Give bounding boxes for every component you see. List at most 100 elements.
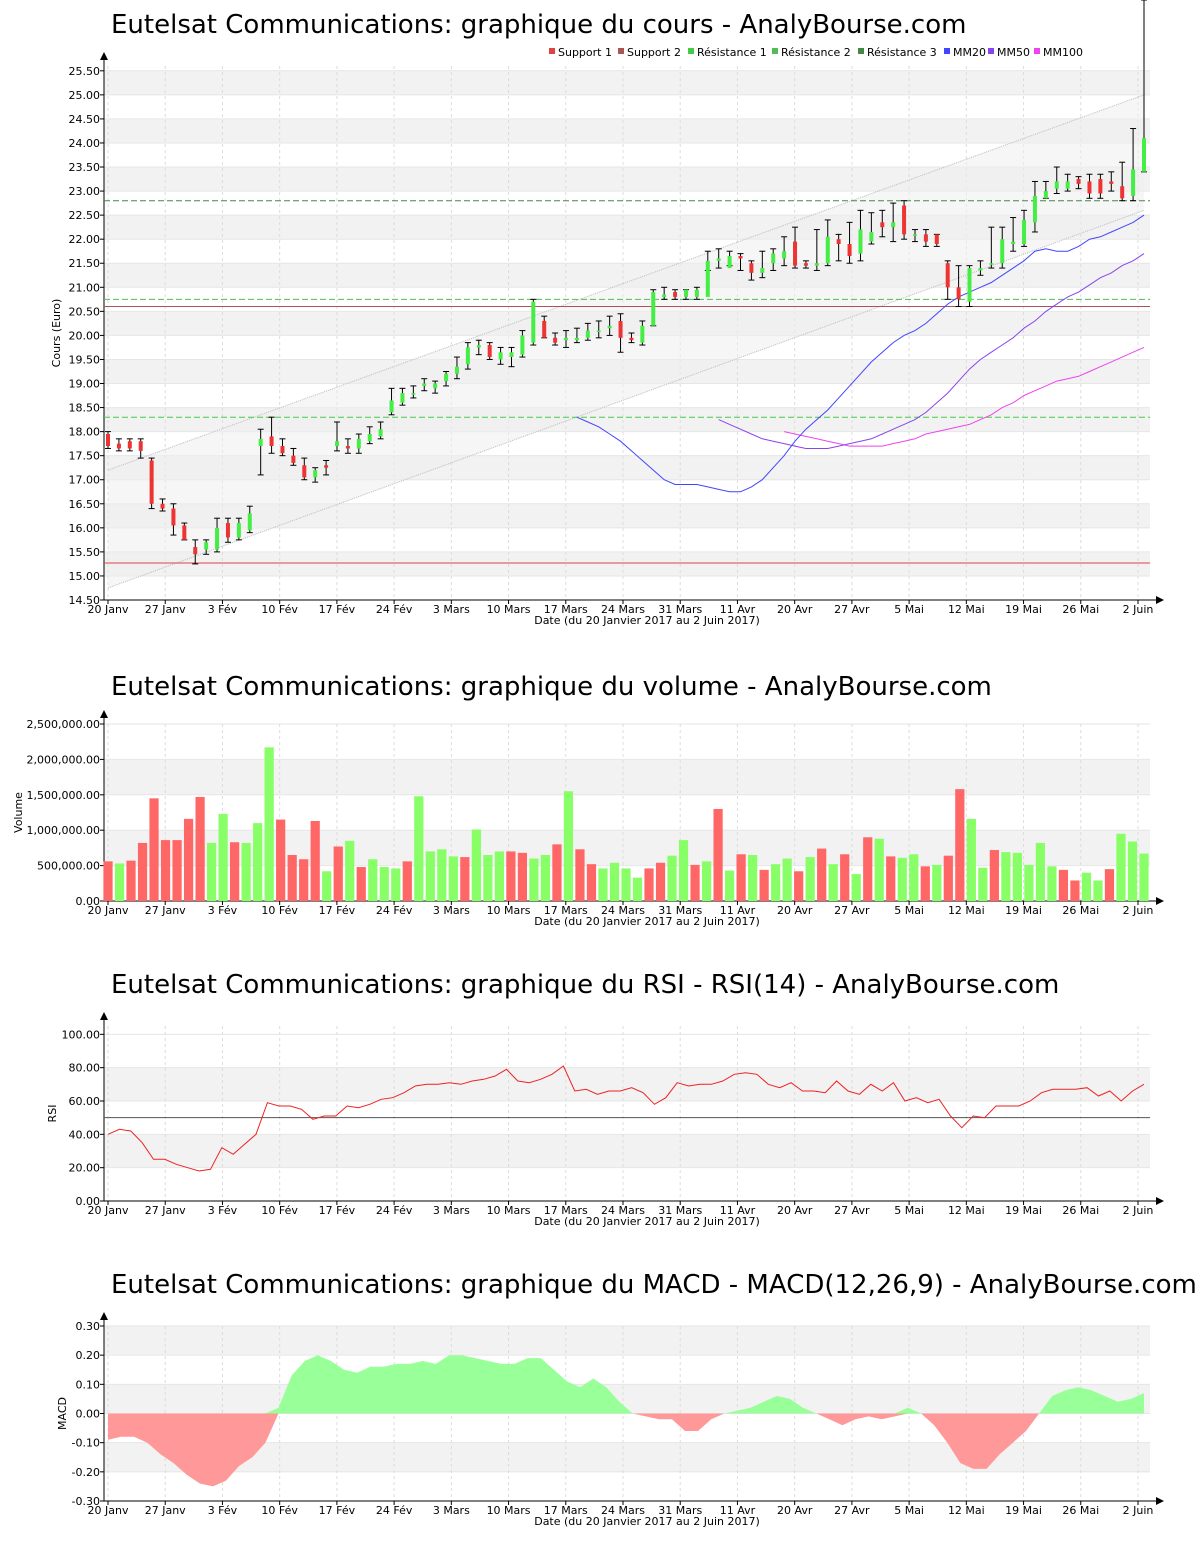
x-tick-label: 10 Mars xyxy=(487,603,531,616)
x-tick-label: 5 Mai xyxy=(894,603,924,616)
x-tick-label: 3 Mars xyxy=(433,904,470,917)
candle-body xyxy=(934,234,939,244)
volume-bar xyxy=(506,851,516,901)
y-axis-title: Volume xyxy=(12,792,25,833)
candle-body xyxy=(335,441,340,447)
x-tick-label: 3 Fév xyxy=(208,1204,238,1217)
x-tick-label: 11 Avr xyxy=(720,904,756,917)
x-tick-label: 10 Mars xyxy=(487,1504,531,1517)
candle-body xyxy=(771,253,776,264)
candle-body xyxy=(662,294,667,297)
candle-body xyxy=(553,337,558,343)
x-tick-label: 24 Fév xyxy=(376,603,413,616)
candle-body xyxy=(422,383,427,386)
x-tick-label: 19 Mai xyxy=(1005,904,1042,917)
x-tick-label: 3 Fév xyxy=(208,904,238,917)
grid-band xyxy=(104,118,1150,143)
candle-body xyxy=(760,268,765,273)
volume-bar xyxy=(276,819,286,901)
y-tick-label: 18.50 xyxy=(69,402,101,415)
y-tick-label: 23.50 xyxy=(69,161,101,174)
candle-body xyxy=(902,205,907,235)
x-tick-label: 17 Fév xyxy=(319,1504,356,1517)
candle-body xyxy=(683,289,688,297)
volume-bar xyxy=(690,864,700,901)
candle-body xyxy=(1011,241,1016,244)
volume-chart: 0.00 500,000.00 1,000,000.00 1,500,000.00 2,… xyxy=(12,710,1164,928)
volume-bar xyxy=(1058,869,1069,901)
legend-label: Résistance 1 xyxy=(697,46,767,59)
y-tick-label: 100.00 xyxy=(62,1028,101,1041)
volume-bar xyxy=(540,854,551,901)
volume-bar xyxy=(794,871,804,901)
volume-bar xyxy=(1104,869,1115,901)
y-tick-label: 25.50 xyxy=(69,65,101,78)
volume-bar xyxy=(310,820,320,901)
x-tick-label: 11 Avr xyxy=(720,1204,756,1217)
candle-body xyxy=(258,438,263,447)
y-tick-label: 40.00 xyxy=(69,1128,101,1141)
x-tick-label: 31 Mars xyxy=(658,904,702,917)
volume-bar xyxy=(989,850,999,901)
x-axis-arrow xyxy=(1156,596,1164,604)
candle-body xyxy=(1054,181,1059,189)
volume-bar xyxy=(874,838,884,901)
x-tick-label: 19 Mai xyxy=(1005,1504,1042,1517)
candle-body xyxy=(138,441,143,451)
volume-bar xyxy=(299,859,309,901)
candle-body xyxy=(280,446,285,454)
volume-bar xyxy=(1035,842,1046,901)
candle-body xyxy=(793,241,798,266)
y-axis-arrow xyxy=(100,52,108,60)
candle-body xyxy=(749,263,754,273)
volume-bar xyxy=(621,868,631,901)
grid-band xyxy=(104,1134,1150,1168)
x-tick-label: 5 Mai xyxy=(894,904,924,917)
volume-bar xyxy=(287,854,297,901)
volume-bar xyxy=(517,852,528,901)
volume-bar xyxy=(1116,833,1126,901)
volume-bar xyxy=(966,818,976,901)
candle-body xyxy=(160,503,165,509)
volume-bar xyxy=(494,851,504,901)
candle-body xyxy=(880,222,885,228)
x-tick-label: 5 Mai xyxy=(894,1204,924,1217)
x-axis-arrow xyxy=(1156,897,1164,905)
candle-body xyxy=(803,263,808,266)
x-tick-label: 24 Mars xyxy=(601,603,645,616)
grid-band xyxy=(104,1067,1150,1101)
macd-chart: -0.30 -0.20 -0.10 0.00 0.10 0.20 0.30 20 Janv 27… xyxy=(56,1312,1164,1528)
x-tick-label: 10 Fév xyxy=(261,1504,298,1517)
price-panel: Eutelsat Communications: graphique du co… xyxy=(0,0,1200,640)
candle-body xyxy=(509,352,514,358)
candle-body xyxy=(127,441,132,449)
y-tick-label: 22.50 xyxy=(69,209,101,222)
candle-body xyxy=(498,352,503,360)
volume-bar xyxy=(805,857,815,901)
y-tick-label: 2,500,000.00 xyxy=(27,718,100,731)
volume-bar xyxy=(563,791,574,901)
y-tick-label: 19.00 xyxy=(69,378,101,391)
legend-swatch xyxy=(1034,48,1040,54)
candle-body xyxy=(367,434,372,442)
legend-label: Support 1 xyxy=(558,46,612,59)
candle-body xyxy=(673,292,678,297)
candle-body xyxy=(978,268,983,271)
volume-bar xyxy=(1127,841,1138,901)
x-tick-label: 26 Mai xyxy=(1062,1504,1099,1517)
x-tick-label: 3 Mars xyxy=(433,603,470,616)
volume-bar xyxy=(218,813,228,901)
y-tick-label: 1,500,000.00 xyxy=(27,789,100,802)
x-tick-label: 17 Mars xyxy=(544,1504,588,1517)
candle-body xyxy=(345,446,350,449)
legend-swatch xyxy=(549,48,555,54)
x-tick-label: 20 Janv xyxy=(88,603,129,616)
x-tick-label: 12 Mai xyxy=(948,904,985,917)
volume-bar xyxy=(448,856,458,901)
candle-body xyxy=(956,287,961,300)
candle-body xyxy=(531,301,536,343)
y-axis-arrow xyxy=(100,710,108,718)
candle-body xyxy=(542,320,547,338)
macd-negative-area xyxy=(108,1413,1144,1487)
x-tick-label: 20 Janv xyxy=(88,1504,129,1517)
